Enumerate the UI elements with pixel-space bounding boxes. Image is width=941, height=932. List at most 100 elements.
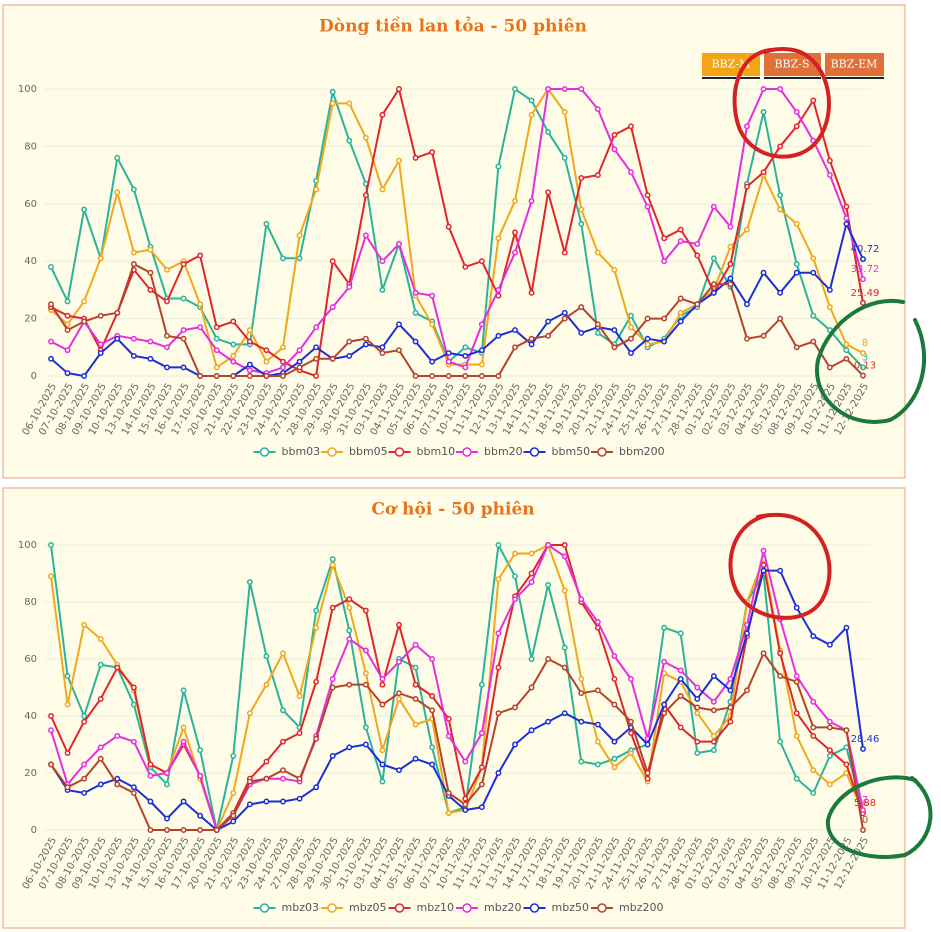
data-point [777,206,784,213]
data-point [561,309,568,316]
data-point [512,229,518,236]
legend-marker [597,447,607,457]
data-point [362,232,369,239]
series-line [50,220,864,378]
button-label[interactable]: BBZ-M [712,58,751,71]
data-point [346,744,353,751]
data-point [180,335,187,342]
data-point [280,373,286,379]
data-point [379,676,386,682]
data-point [661,710,668,717]
legend-marker [327,447,337,457]
button-label[interactable]: BBZ-EM [831,58,878,71]
data-point [611,131,618,138]
data-point [727,718,734,725]
data-point [793,109,800,115]
data-point [362,681,369,688]
data-point [810,312,817,319]
data-point [826,157,833,164]
data-point [677,238,684,245]
data-point [594,249,601,256]
data-point [329,556,336,563]
data-point [810,255,817,262]
data-point [561,644,568,651]
panel [2,487,906,929]
data-point [810,97,817,104]
annotation-circle [732,47,831,159]
data-point [727,704,734,711]
data-point [860,372,866,379]
legend-item: bbm20 [456,445,523,458]
data-point [793,261,800,268]
data-point [230,818,237,825]
y-tick-label: 100 [18,84,37,95]
data-point [97,695,104,702]
data-point [379,111,386,118]
data-point [246,801,253,808]
data-point [396,321,402,328]
data-point [412,681,419,688]
data-point [412,338,419,345]
data-point [346,681,353,688]
data-point [97,255,104,262]
data-point [545,718,552,725]
legend-label: mbz200 [619,901,663,914]
data-point [826,641,833,648]
data-point [495,235,502,242]
data-point [97,661,104,668]
data-point [296,358,303,365]
data-point [810,338,817,345]
data-point [462,364,469,371]
data-label: 40.72 [851,244,880,255]
data-point [462,263,469,270]
data-point [164,266,170,273]
data-point [677,295,684,302]
data-point [130,261,137,268]
legend-item: mbz05 [321,901,386,914]
button-label[interactable]: BBZ-S [774,58,809,71]
data-point [180,364,187,371]
data-point [644,770,651,776]
data-point [130,352,137,359]
data-point [810,767,817,774]
data-point [661,624,668,631]
legend-label: bbm20 [484,445,523,458]
button[interactable] [825,53,884,76]
data-point [710,707,717,714]
data-point [197,812,204,819]
data-point [545,189,552,196]
data-point [611,266,618,273]
data-point [528,197,535,204]
data-point [826,286,833,293]
data-point [578,758,585,765]
data-point [826,718,833,725]
data-point [462,807,469,813]
y-tick-label: 100 [18,540,37,551]
data-point [478,804,485,811]
data-point [760,269,767,276]
data-point [412,695,419,702]
data-point [230,318,237,325]
button[interactable] [702,53,760,76]
data-point [445,715,452,722]
data-point [710,733,717,739]
annotation-circle [825,775,933,859]
data-point [48,727,54,734]
data-point [213,347,220,354]
data-label: 3 [862,352,868,363]
data-point [396,157,402,164]
data-point [246,579,253,585]
data-point [130,335,137,342]
data-point [628,335,634,342]
data-point [512,249,518,256]
data-point [545,129,552,136]
data-point [64,321,71,328]
data-point [594,687,601,694]
data-point [114,775,121,782]
button[interactable] [764,53,821,76]
legend-item: mbz200 [591,901,663,914]
data-label: 0 [862,815,868,826]
data-point [346,604,353,611]
data-point [280,707,286,714]
data-point [760,562,767,568]
